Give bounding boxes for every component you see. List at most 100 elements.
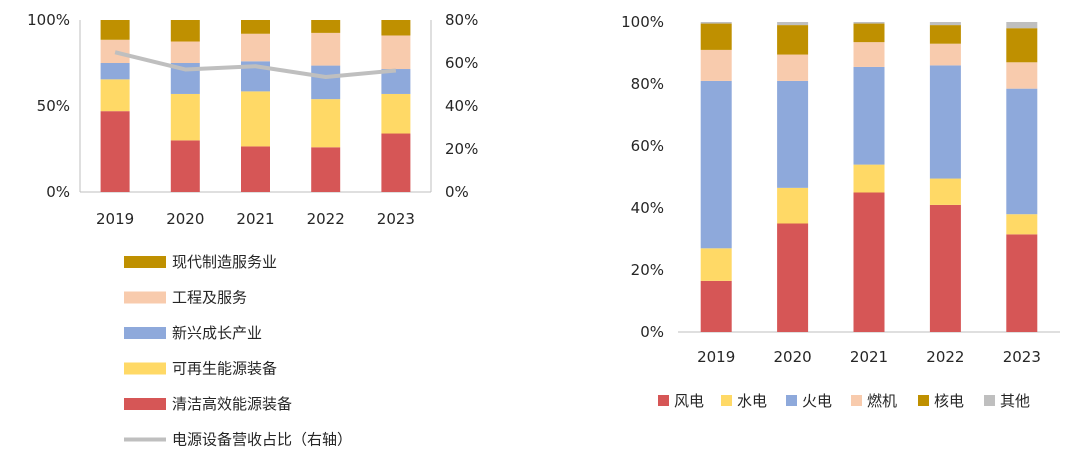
y-tick-label: 60% [631,137,664,155]
bar-segment [1006,22,1038,29]
y-tick-label: 50% [37,97,70,115]
y-tick-label: 0% [46,183,70,201]
bar-segment [381,20,411,36]
bar-segment [381,93,411,134]
y-tick-label: 100% [621,13,664,31]
bar-segment [100,111,130,192]
bar-segment [1006,234,1038,332]
x-tick-label: 2019 [96,210,134,228]
bar-segment [929,43,961,66]
x-tick-label: 2023 [1003,348,1041,366]
x-tick-label: 2019 [697,348,735,366]
bar-segment [777,187,809,224]
legend-label: 火电 [802,392,832,410]
bar-segment [777,223,809,332]
legend-swatch [124,291,166,304]
x-tick-label: 2023 [377,210,415,228]
bar-segment [777,22,809,26]
y2-tick-label: 20% [445,140,478,158]
bar-segment [929,178,961,205]
bar-segment [170,93,200,141]
bar-segment [241,91,270,147]
x-tick-label: 2021 [850,348,888,366]
bar-segment [853,66,885,165]
y2-tick-label: 40% [445,97,478,115]
bar-segment [1006,28,1038,63]
bar-segment [311,147,341,192]
bar-segment [929,204,961,332]
x-tick-label: 2021 [236,210,274,228]
bar-segment [853,23,885,43]
y2-tick-label: 60% [445,54,478,72]
legend-label: 工程及服务 [172,289,247,307]
x-tick-label: 2020 [166,210,204,228]
legend-swatch [124,398,166,410]
bar-segment [929,22,961,26]
bar-segment [700,80,732,249]
legend-label: 水电 [737,392,767,410]
legend-swatch [851,395,862,406]
bar-segment [170,41,200,63]
legend-swatch [124,327,166,339]
bar-segment [853,22,885,24]
chart-segment-revenue-share: 0% 50% 100% 0% 20% 40% 60% 80% 2019 2020 2021 2022 2… [27,11,478,449]
bar-segment [170,140,200,192]
bar-segment [311,32,341,66]
bar-segment [381,133,411,192]
x-tick-label: 2022 [926,348,964,366]
bar-segment [100,63,130,80]
bar-segment [381,35,411,70]
chart-power-equipment-mix: 0% 20% 40% 60% 80% 100% 2019 2020 2021 2022 2023 风电… [621,13,1060,410]
bar-segment [700,49,732,81]
bar-segment [777,54,809,81]
legend-swatch [918,395,929,406]
y-tick-label: 40% [631,199,664,217]
y-tick-label: 0% [640,323,664,341]
bar-segment [311,99,341,148]
legend-label: 可再生能源装备 [172,360,277,378]
bar-segment [700,248,732,281]
y-tick-label: 100% [27,11,70,29]
legend-label: 现代制造服务业 [172,253,277,271]
legend-label: 核电 [934,392,964,410]
bar-segment [777,80,809,188]
y2-tick-label: 80% [445,11,478,29]
legend-label: 燃机 [867,392,897,410]
bar-segment [1006,214,1038,235]
legend-swatch [658,395,669,406]
bar-segment [700,22,732,24]
legend-label: 新兴成长产业 [172,324,262,342]
y-tick-label: 80% [631,75,664,93]
y2-tick-label: 0% [445,183,469,201]
x-tick-label: 2020 [774,348,812,366]
bar-segment [777,25,809,55]
legend-swatch [124,362,166,375]
bar-segment [241,20,270,34]
line-series-revenue-share [114,50,397,79]
bar-segment [311,20,341,33]
bar-segment [853,42,885,67]
legend-swatch [786,395,797,406]
bar-segment [170,20,200,42]
x-tick-label: 2022 [307,210,345,228]
bar-segment [241,33,270,62]
bar-segment [700,280,732,332]
bar-segment [100,20,130,40]
legend-label: 电源设备营收占比（右轴） [172,431,352,449]
legend-swatch [984,395,995,406]
y-tick-label: 20% [631,261,664,279]
bar-segment [100,79,130,112]
legend-label: 风电 [674,392,704,410]
bar-segment [929,25,961,44]
legend-swatch [721,395,732,406]
bar-segment [1006,88,1038,215]
legend-swatch [124,256,166,268]
bar-segment [1006,62,1038,89]
bar-segment [241,146,270,192]
bar-segment [929,65,961,179]
legend-label: 其他 [1000,392,1030,410]
bar-segment [853,164,885,193]
bar-segment [853,192,885,332]
bar-segment [100,39,130,63]
